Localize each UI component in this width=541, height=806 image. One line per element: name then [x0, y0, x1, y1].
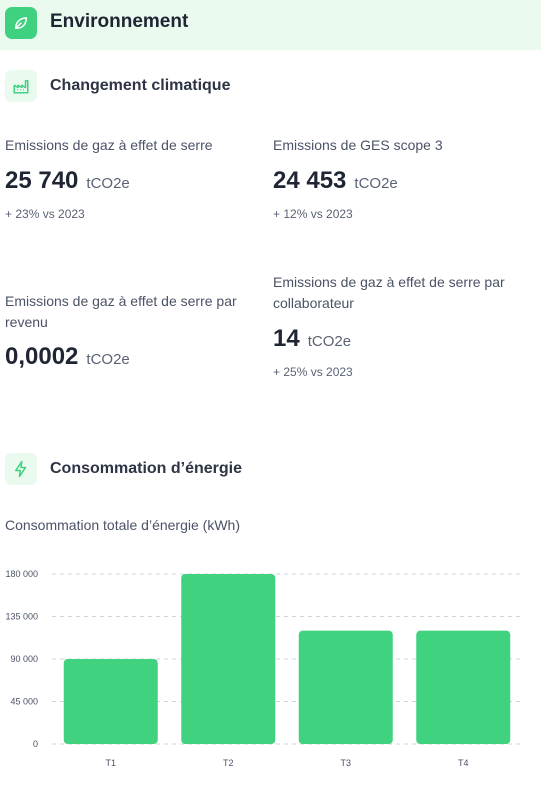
y-tick-label: 180 000 — [5, 569, 38, 579]
metric-number: 0,0002 — [5, 343, 79, 370]
bar-t4[interactable] — [416, 630, 511, 744]
bar-t2[interactable] — [181, 574, 276, 744]
metric-value-employee: 14 tCO2e — [273, 325, 351, 353]
x-tick-label: T1 — [105, 758, 116, 768]
environment-header: Environnement — [0, 0, 541, 50]
metric-delta-employee: + 25% vs 2023 — [273, 365, 353, 379]
metric-number: 14 — [273, 325, 300, 352]
x-tick-label: T3 — [340, 758, 351, 768]
metric-label-ghg: Emissions de gaz à effet de serre — [5, 137, 213, 153]
metric-delta-ghg: + 23% vs 2023 — [5, 207, 85, 221]
chart-title: Consommation totale d’énergie (kWh) — [5, 517, 240, 533]
x-tick-label: T4 — [458, 758, 469, 768]
metric-label-revenue: Emissions de gaz à effet de serre par re… — [5, 293, 237, 330]
metric-label-employee: Emissions de gaz à effet de serre par co… — [273, 274, 505, 311]
x-tick-label: T2 — [223, 758, 234, 768]
metric-unit: tCO2e — [354, 175, 398, 192]
metric-label-scope3: Emissions de GES scope 3 — [273, 137, 443, 153]
page-title: Environnement — [50, 11, 189, 32]
metric-unit: tCO2e — [86, 351, 130, 368]
section-title-energy: Consommation d’énergie — [50, 460, 243, 477]
metric-unit: tCO2e — [86, 175, 130, 192]
metric-value-scope3: 24 453 tCO2e — [273, 167, 398, 195]
metric-value-ghg: 25 740 tCO2e — [5, 167, 130, 195]
y-tick-label: 135 000 — [5, 612, 38, 622]
metric-unit: tCO2e — [307, 333, 352, 350]
metric-value-revenue: 0,0002 tCO2e — [5, 343, 130, 371]
y-tick-label: 90 000 — [10, 654, 38, 664]
bar-t1[interactable] — [63, 659, 158, 744]
section-title-climate: Changement climatique — [50, 77, 231, 94]
leaf-icon — [5, 7, 37, 39]
metric-number: 24 453 — [273, 167, 347, 194]
metric-number: 25 740 — [5, 167, 79, 194]
y-tick-label: 45 000 — [10, 697, 38, 707]
factory-icon — [5, 70, 37, 102]
energy-bar-chart: 0 45 000 90 000 135 000 180 000 T1 T2 T3 T4 — [0, 560, 541, 785]
metric-delta-scope3: + 12% vs 2023 — [273, 207, 353, 221]
chart-svg: 0 45 000 90 000 135 000 180 000 T1 T2 T3 T4 — [5, 569, 522, 768]
bar-t3[interactable] — [298, 630, 393, 744]
y-tick-label: 0 — [33, 739, 38, 749]
lightning-icon — [5, 453, 37, 485]
